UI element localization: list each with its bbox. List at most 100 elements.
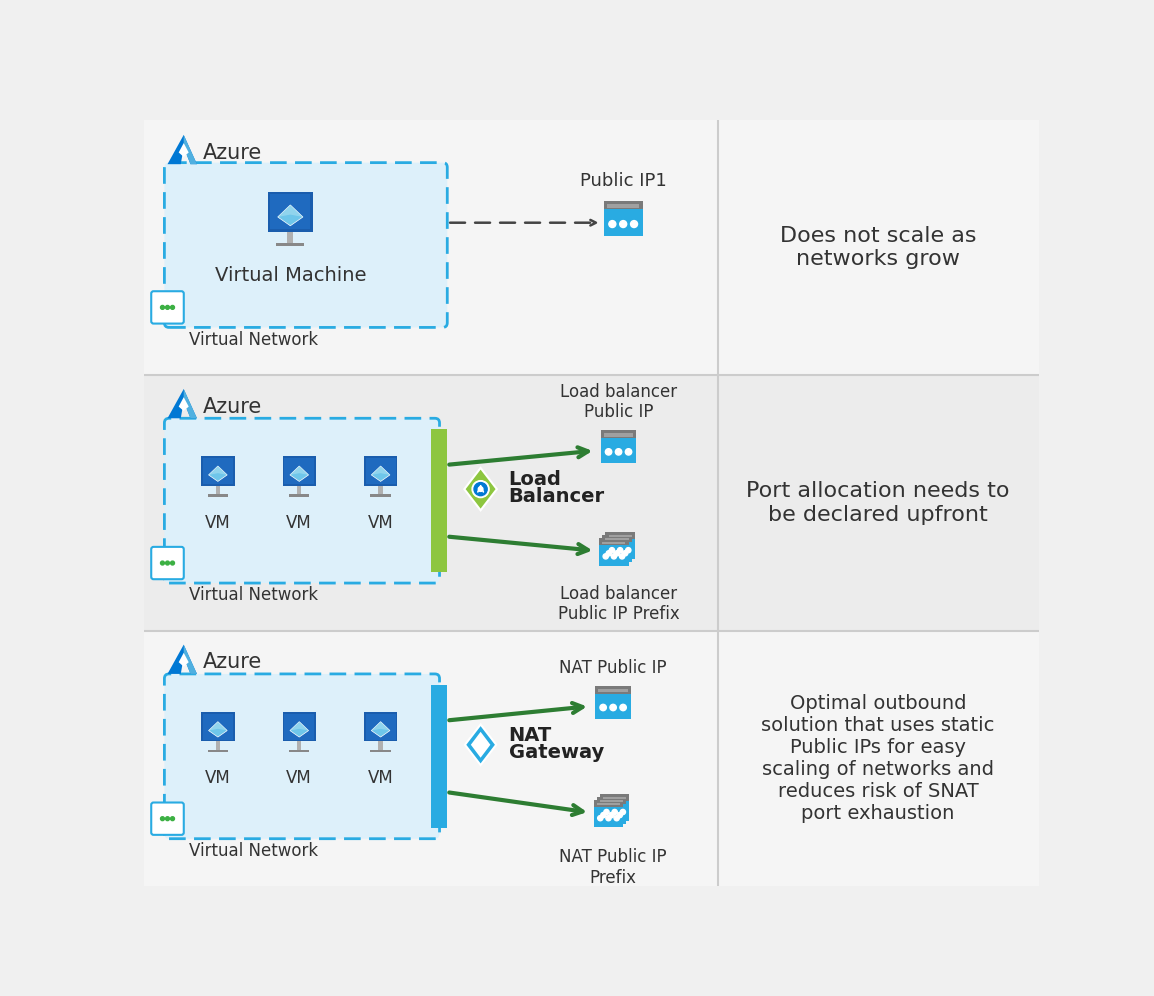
Polygon shape <box>278 205 304 226</box>
Circle shape <box>474 483 487 496</box>
Circle shape <box>601 813 606 818</box>
Polygon shape <box>290 466 308 475</box>
Polygon shape <box>167 644 197 674</box>
Bar <box>606 539 629 541</box>
Bar <box>599 539 629 547</box>
Text: Load: Load <box>509 470 561 489</box>
Bar <box>597 804 620 806</box>
Bar <box>608 536 631 538</box>
Bar <box>283 456 316 486</box>
Polygon shape <box>209 466 227 475</box>
Circle shape <box>165 561 170 565</box>
Bar <box>288 750 309 752</box>
Text: Azure: Azure <box>203 142 262 162</box>
Text: Optimal outbound
solution that uses static
Public IPs for easy
scaling of networ: Optimal outbound solution that uses stat… <box>762 694 995 823</box>
Bar <box>364 456 397 486</box>
Bar <box>284 714 314 740</box>
Polygon shape <box>183 644 197 674</box>
Bar <box>595 694 631 719</box>
Polygon shape <box>167 134 197 164</box>
Bar <box>604 433 634 436</box>
Bar <box>370 750 391 752</box>
Bar <box>270 194 310 229</box>
Circle shape <box>606 816 612 821</box>
Bar <box>287 232 293 243</box>
FancyBboxPatch shape <box>164 162 448 328</box>
Circle shape <box>615 448 622 455</box>
FancyBboxPatch shape <box>151 547 183 580</box>
Polygon shape <box>183 134 197 164</box>
FancyBboxPatch shape <box>151 803 183 835</box>
Polygon shape <box>209 722 227 730</box>
Polygon shape <box>209 466 227 481</box>
Bar <box>144 630 1039 886</box>
Bar <box>606 532 635 541</box>
Bar <box>602 542 631 563</box>
Circle shape <box>478 487 482 491</box>
Polygon shape <box>278 205 304 217</box>
Bar <box>599 545 629 566</box>
Text: Azure: Azure <box>203 396 262 416</box>
Circle shape <box>171 817 174 821</box>
Bar <box>379 741 383 750</box>
Text: VM: VM <box>368 769 394 788</box>
Polygon shape <box>179 397 189 411</box>
Bar <box>600 801 629 822</box>
Circle shape <box>609 220 616 227</box>
Circle shape <box>606 551 612 556</box>
Text: VM: VM <box>286 769 312 788</box>
Bar <box>284 458 314 484</box>
Circle shape <box>609 548 615 553</box>
Bar <box>216 486 220 494</box>
Text: NAT: NAT <box>509 726 552 745</box>
Bar <box>288 494 309 497</box>
Bar <box>602 542 625 544</box>
Text: Virtual Network: Virtual Network <box>189 586 319 605</box>
Bar <box>277 243 305 246</box>
Circle shape <box>617 548 623 553</box>
Text: VM: VM <box>205 769 231 788</box>
Polygon shape <box>290 722 308 730</box>
Bar <box>601 438 636 463</box>
Text: VM: VM <box>205 514 231 532</box>
Bar <box>597 797 627 806</box>
Text: Port allocation needs to
be declared upfront: Port allocation needs to be declared upf… <box>747 481 1010 525</box>
Text: Azure: Azure <box>203 652 262 672</box>
Circle shape <box>606 448 612 455</box>
Circle shape <box>630 220 637 227</box>
Text: Load balancer
Public IP: Load balancer Public IP <box>560 382 677 421</box>
Bar <box>297 486 301 494</box>
Polygon shape <box>464 468 497 510</box>
Circle shape <box>610 704 616 711</box>
Text: NAT Public IP: NAT Public IP <box>560 659 667 677</box>
Polygon shape <box>372 722 390 730</box>
Text: VM: VM <box>286 514 312 532</box>
Circle shape <box>604 554 608 559</box>
Polygon shape <box>290 722 308 737</box>
Polygon shape <box>179 652 189 666</box>
Polygon shape <box>471 732 490 758</box>
Circle shape <box>614 551 620 556</box>
Bar <box>144 375 1039 630</box>
Text: Virtual Machine: Virtual Machine <box>215 266 366 285</box>
Text: NAT Public IP
Prefix: NAT Public IP Prefix <box>560 848 667 886</box>
Circle shape <box>612 810 617 815</box>
Circle shape <box>604 810 609 815</box>
Circle shape <box>620 554 624 559</box>
Text: Does not scale as
networks grow: Does not scale as networks grow <box>780 226 976 269</box>
Bar <box>597 804 627 825</box>
Bar <box>601 430 636 439</box>
Polygon shape <box>372 466 390 475</box>
Polygon shape <box>372 722 390 737</box>
Bar <box>430 429 447 573</box>
Text: Virtual Network: Virtual Network <box>189 331 319 349</box>
Circle shape <box>620 704 627 711</box>
Polygon shape <box>179 143 189 156</box>
Circle shape <box>600 704 606 711</box>
Bar <box>144 120 1039 375</box>
Circle shape <box>171 306 174 310</box>
Circle shape <box>472 481 489 498</box>
Circle shape <box>622 551 628 556</box>
Text: VM: VM <box>368 514 394 532</box>
Text: Balancer: Balancer <box>509 487 605 506</box>
